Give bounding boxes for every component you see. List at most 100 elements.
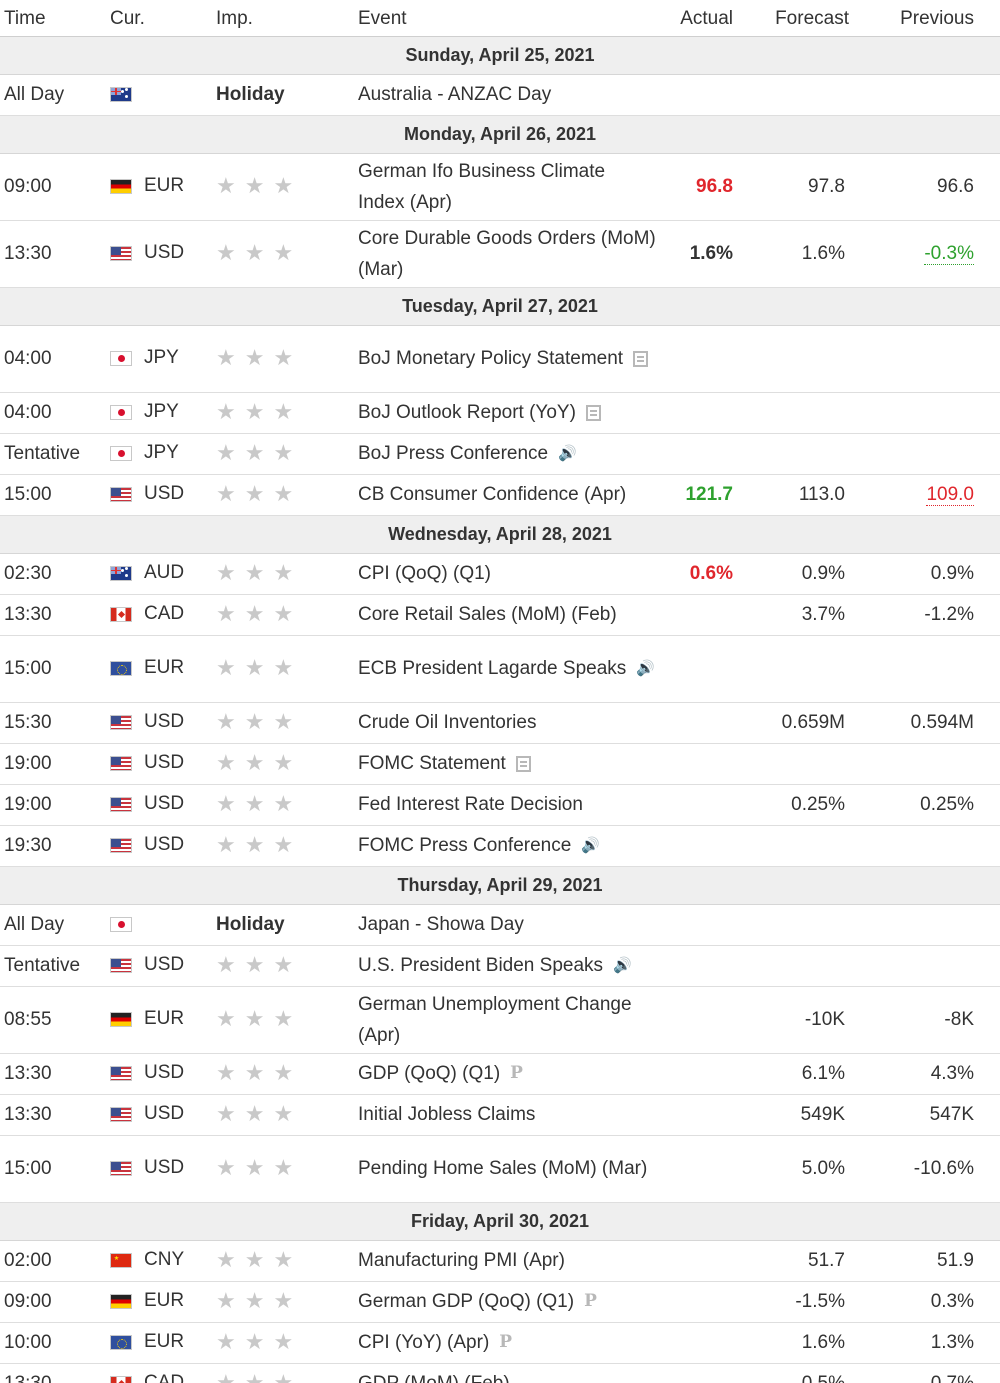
event-row[interactable]: 09:00 EUR ★ ★ ★ German GDP (QoQ) (Q1) P -1.5% 0.… [0,1281,1000,1323]
event-row[interactable]: 13:30 USD ★ ★ ★ GDP (QoQ) (Q1) P 6.1% 4.3% [0,1053,1000,1095]
currency-code: USD [144,1062,185,1084]
event-row[interactable]: 04:00 JPY ★ ★ ★ BoJ Monetary Policy Statement [0,325,1000,393]
event-currency: USD [104,743,210,785]
column-header-previous[interactable]: Previous [849,0,1000,37]
event-forecast: 0.25% [735,784,849,826]
event-actual [660,1053,735,1095]
star-icon: ★ [273,952,294,978]
event-row[interactable]: 08:55 EUR ★ ★ ★ German Unemployment Change (A… [0,986,1000,1054]
date-label: Wednesday, April 28, 2021 [0,515,1000,554]
column-header-event[interactable]: Event [350,0,660,37]
event-importance: ★ ★ ★ [210,1240,350,1282]
preliminary-icon[interactable]: P [499,1332,513,1353]
event-name-link[interactable]: Core Durable Goods Orders (MoM) (Mar) [358,227,656,280]
event-row[interactable]: 04:00 JPY ★ ★ ★ BoJ Outlook Report (YoY) [0,392,1000,434]
event-forecast [735,635,849,703]
event-row[interactable]: Tentative USD ★ ★ ★ U.S. President Biden Spea… [0,945,1000,987]
speaker-icon[interactable]: 🔊 [581,837,600,855]
event-name-link[interactable]: ECB President Lagarde Speaks [358,657,627,679]
event-name-link[interactable]: BoJ Monetary Policy Statement [358,348,624,369]
event-name-link[interactable]: Manufacturing PMI (Apr) [358,1250,565,1271]
event-name-link[interactable]: Australia - ANZAC Day [358,84,552,105]
currency-code: USD [144,752,185,774]
star-icon: ★ [273,601,294,627]
event-row[interactable]: 15:00 USD ★ ★ ★ CB Consumer Confidence (Apr) 1… [0,474,1000,516]
preliminary-icon[interactable]: P [510,1063,523,1084]
event-importance: ★ ★ ★ [210,474,350,516]
event-name-link[interactable]: Fed Interest Rate Decision [358,794,583,815]
event-name-link[interactable]: FOMC Press Conference [358,834,572,856]
column-header-actual[interactable]: Actual [660,0,735,37]
star-icon: ★ [244,655,265,681]
star-icon: ★ [244,750,265,776]
event-importance: ★ ★ ★ [210,635,350,703]
event-name-link[interactable]: GDP (QoQ) (Q1) [358,1062,501,1084]
currency-code: USD [144,1103,185,1125]
column-header-currency[interactable]: Cur. [104,0,210,37]
event-importance: Holiday [210,74,350,116]
event-name-link[interactable]: Pending Home Sales (MoM) (Mar) [358,1158,648,1179]
event-actual: 96.8 [660,153,735,221]
event-row[interactable]: 02:30 AUD ★ ★ ★ CPI (QoQ) (Q1) 0.6% 0.9% 0.9% [0,553,1000,595]
event-name-link[interactable]: U.S. President Biden Speaks [358,954,604,976]
column-header-importance[interactable]: Imp. [210,0,350,37]
event-row[interactable]: 15:30 USD ★ ★ ★ Crude Oil Inventories 0.659M 0.… [0,702,1000,744]
column-header-time[interactable]: Time [0,0,104,37]
usa-flag-icon [110,755,132,771]
event-name-link[interactable]: Core Retail Sales (MoM) (Feb) [358,604,617,625]
event-row[interactable]: 13:30 CAD ★ ★ ★ GDP (MoM) (Feb) 0.5%0.7% [0,1363,1000,1383]
currency-code: USD [144,793,185,815]
event-currency: CAD [104,594,210,636]
event-name-link[interactable]: CPI (QoQ) (Q1) [358,563,492,584]
speaker-icon[interactable]: 🔊 [613,957,632,975]
date-label: Sunday, April 25, 2021 [0,36,1000,75]
event-name-link[interactable]: German Ifo Business Climate Index (Apr) [358,160,606,213]
event-name-link[interactable]: CB Consumer Confidence (Apr) [358,484,627,505]
event-actual [660,825,735,867]
event-currency: JPY [104,325,210,393]
event-row[interactable]: 15:00 EUR ★ ★ ★ ECB President Lagarde Speaks 🔊 [0,635,1000,703]
event-previous: 51.9 [849,1240,1000,1282]
event-row[interactable]: 10:00 EUR ★ ★ ★ CPI (YoY) (Apr) P 1.6% 1.3% [0,1322,1000,1364]
event-row[interactable]: 09:00 EUR ★ ★ ★ German Ifo Business Climate I… [0,153,1000,221]
speaker-icon[interactable]: 🔊 [558,445,577,463]
event-row[interactable]: 19:30 USD ★ ★ ★ FOMC Press Conference 🔊 [0,825,1000,867]
event-currency: USD [104,825,210,867]
event-row[interactable]: 15:00 USD ★ ★ ★ Pending Home Sales (MoM) (Mar… [0,1135,1000,1203]
document-icon[interactable] [633,350,649,367]
event-name-link[interactable]: German GDP (QoQ) (Q1) [358,1290,575,1312]
event-name-link[interactable]: CPI (YoY) (Apr) [358,1331,490,1353]
event-name-link[interactable]: Initial Jobless Claims [358,1104,536,1125]
event-row[interactable]: 19:00 USD ★ ★ ★ Fed Interest Rate Decision 0.2… [0,784,1000,826]
star-icon: ★ [216,1288,236,1314]
preliminary-icon[interactable]: P [584,1291,597,1312]
japan-flag-icon [110,404,132,420]
event-name-link[interactable]: GDP (MoM) (Feb) [358,1373,510,1383]
event-row[interactable]: 19:00 USD ★ ★ ★ FOMC Statement [0,743,1000,785]
column-header-forecast[interactable]: Forecast [735,0,849,37]
date-label: Thursday, April 29, 2021 [0,866,1000,905]
event-row[interactable]: Tentative JPY ★ ★ ★ BoJ Press Conference 🔊 [0,433,1000,475]
event-row[interactable]: 02:00 CNY ★ ★ ★ Manufacturing PMI (Apr) 51.7 51… [0,1240,1000,1282]
star-icon: ★ [273,440,294,466]
event-name-link[interactable]: BoJ Outlook Report (YoY) [358,402,576,423]
event-name-link[interactable]: German Unemployment Change (Apr) [358,993,632,1046]
event-cell: ECB President Lagarde Speaks 🔊 [350,635,660,703]
event-row[interactable]: 13:30 USD ★ ★ ★ Core Durable Goods Orders (Mo… [0,220,1000,288]
star-icon: ★ [273,709,294,735]
event-name-link[interactable]: Japan - Showa Day [358,914,524,935]
event-row[interactable]: 13:30 USD ★ ★ ★ Initial Jobless Claims 549K 547… [0,1094,1000,1136]
event-name-link[interactable]: Crude Oil Inventories [358,712,537,733]
revised-previous-value[interactable]: -0.3% [924,242,974,265]
event-row[interactable]: All Day Holiday Japan - Showa Day [0,904,1000,946]
event-name-link[interactable]: BoJ Press Conference [358,442,549,464]
star-icon: ★ [244,1370,265,1383]
revised-previous-value[interactable]: 109.0 [926,483,974,506]
event-row[interactable]: All Day Holiday Australia - ANZAC Day [0,74,1000,116]
event-row[interactable]: 13:30 CAD ★ ★ ★ Core Retail Sales (MoM) (Feb)… [0,594,1000,636]
document-icon[interactable] [585,404,601,421]
star-icon: ★ [244,1288,265,1314]
event-name-link[interactable]: FOMC Statement [358,753,506,774]
document-icon[interactable] [515,755,531,772]
speaker-icon[interactable]: 🔊 [636,660,655,678]
